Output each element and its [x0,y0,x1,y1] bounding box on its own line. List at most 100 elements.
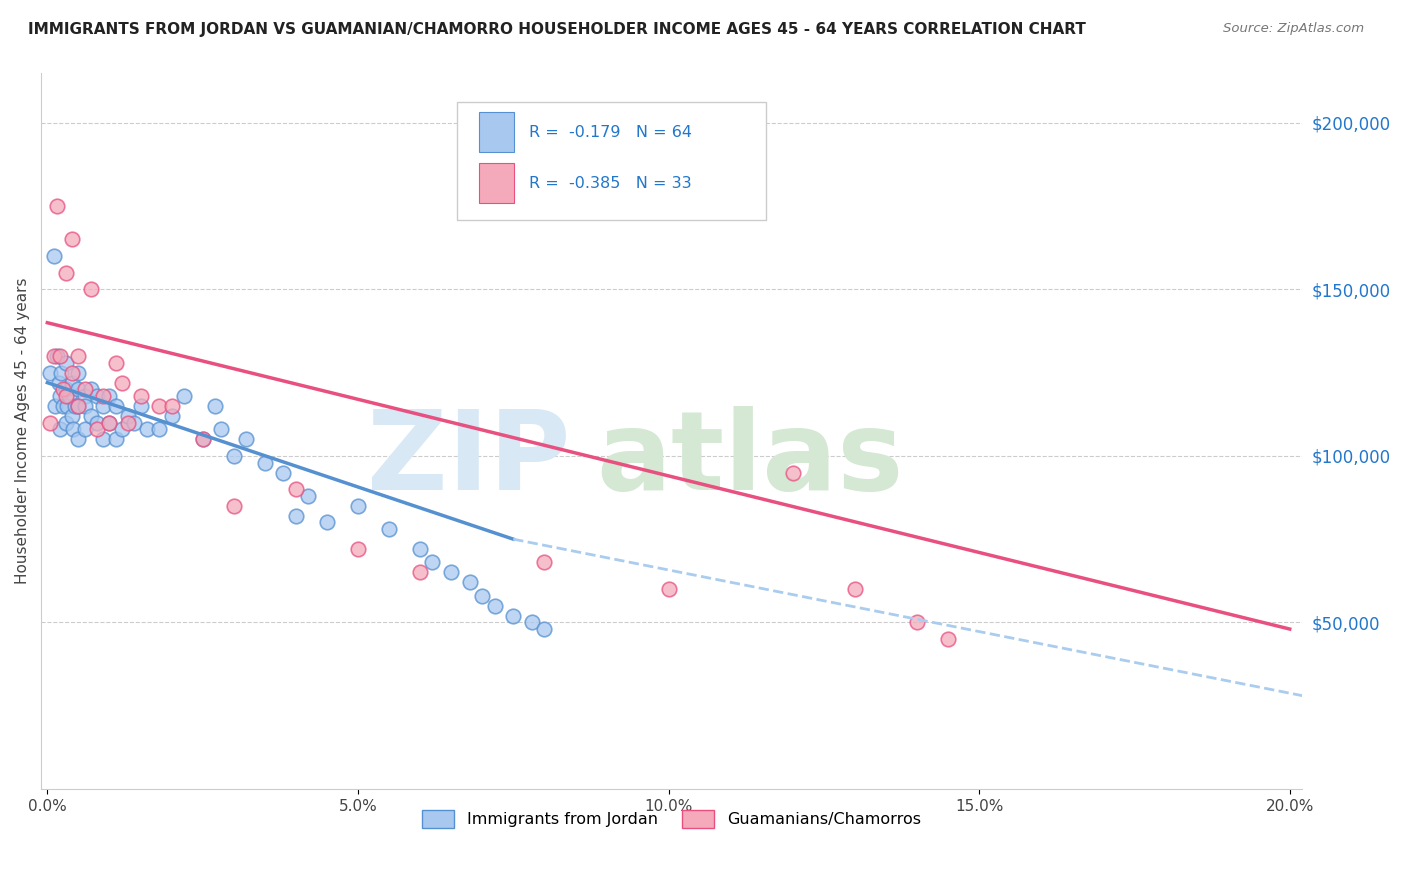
Legend: Immigrants from Jordan, Guamanians/Chamorros: Immigrants from Jordan, Guamanians/Chamo… [416,804,927,835]
Point [49,366,72,380]
FancyBboxPatch shape [457,102,766,219]
Point [42,249,65,263]
Point [98,416,121,430]
Point [86,422,108,436]
Point [148,399,170,413]
Point [117,416,139,430]
Point [55,266,77,280]
Point [39,416,62,430]
Point [284,508,307,523]
Point [60,376,83,390]
Point [45,199,67,213]
Point [117,409,139,423]
Point [440,566,463,580]
Point [284,482,307,496]
Point [67,399,90,413]
Point [209,422,232,436]
Point [104,432,127,446]
Point [905,615,928,630]
Point [67,432,90,446]
Point [844,582,866,596]
Point [104,399,127,413]
Point [52,399,75,413]
Point [173,389,195,403]
Point [273,466,295,480]
Point [80,409,103,423]
Text: R =  -0.179   N = 64: R = -0.179 N = 64 [529,125,692,140]
Point [60,232,83,246]
Text: Source: ZipAtlas.com: Source: ZipAtlas.com [1223,22,1364,36]
Text: atlas: atlas [596,406,903,513]
Point [297,489,319,503]
Point [520,615,543,630]
Point [65,399,87,413]
Bar [478,163,515,202]
Point [135,422,157,436]
Text: IMMIGRANTS FROM JORDAN VS GUAMANIAN/CHAMORRO HOUSEHOLDER INCOME AGES 45 - 64 YEA: IMMIGRANTS FROM JORDAN VS GUAMANIAN/CHAM… [28,22,1085,37]
Point [409,542,432,557]
Point [657,582,679,596]
Point [378,522,401,536]
Bar [478,112,515,152]
Point [502,608,524,623]
Point [67,366,90,380]
Point [39,366,62,380]
Point [124,416,146,430]
Text: ZIP: ZIP [367,406,571,513]
Point [160,399,183,413]
Point [129,389,152,403]
Point [48,376,70,390]
Point [422,556,444,570]
Point [533,622,555,636]
Point [58,389,80,403]
Point [62,422,84,436]
Point [409,566,432,580]
Point [533,556,555,570]
Text: R =  -0.385   N = 33: R = -0.385 N = 33 [529,176,692,191]
Point [222,449,245,463]
Point [782,466,804,480]
Point [80,382,103,396]
Point [80,282,103,296]
Point [55,389,77,403]
Point [111,376,134,390]
Point [91,399,114,413]
Point [347,542,370,557]
Point [191,432,214,446]
Point [73,422,96,436]
Point [55,356,77,370]
Point [48,349,70,363]
Point [484,599,506,613]
Point [347,499,370,513]
Point [471,589,494,603]
Point [104,356,127,370]
Point [148,422,170,436]
Point [86,416,108,430]
Point [91,389,114,403]
Point [86,389,108,403]
Point [160,409,183,423]
Point [204,399,226,413]
Point [936,632,959,646]
Point [56,399,79,413]
Point [111,422,134,436]
Point [458,575,481,590]
Point [222,499,245,513]
Point [98,416,121,430]
Point [55,382,77,396]
Point [48,389,70,403]
Point [73,399,96,413]
Point [235,432,257,446]
Point [44,399,66,413]
Y-axis label: Householder Income Ages 45 - 64 years: Householder Income Ages 45 - 64 years [15,277,30,584]
Point [60,409,83,423]
Point [67,349,90,363]
Point [315,516,337,530]
Point [91,432,114,446]
Point [55,416,77,430]
Point [73,389,96,403]
Point [73,382,96,396]
Point [60,366,83,380]
Point [42,349,65,363]
Point [67,399,90,413]
